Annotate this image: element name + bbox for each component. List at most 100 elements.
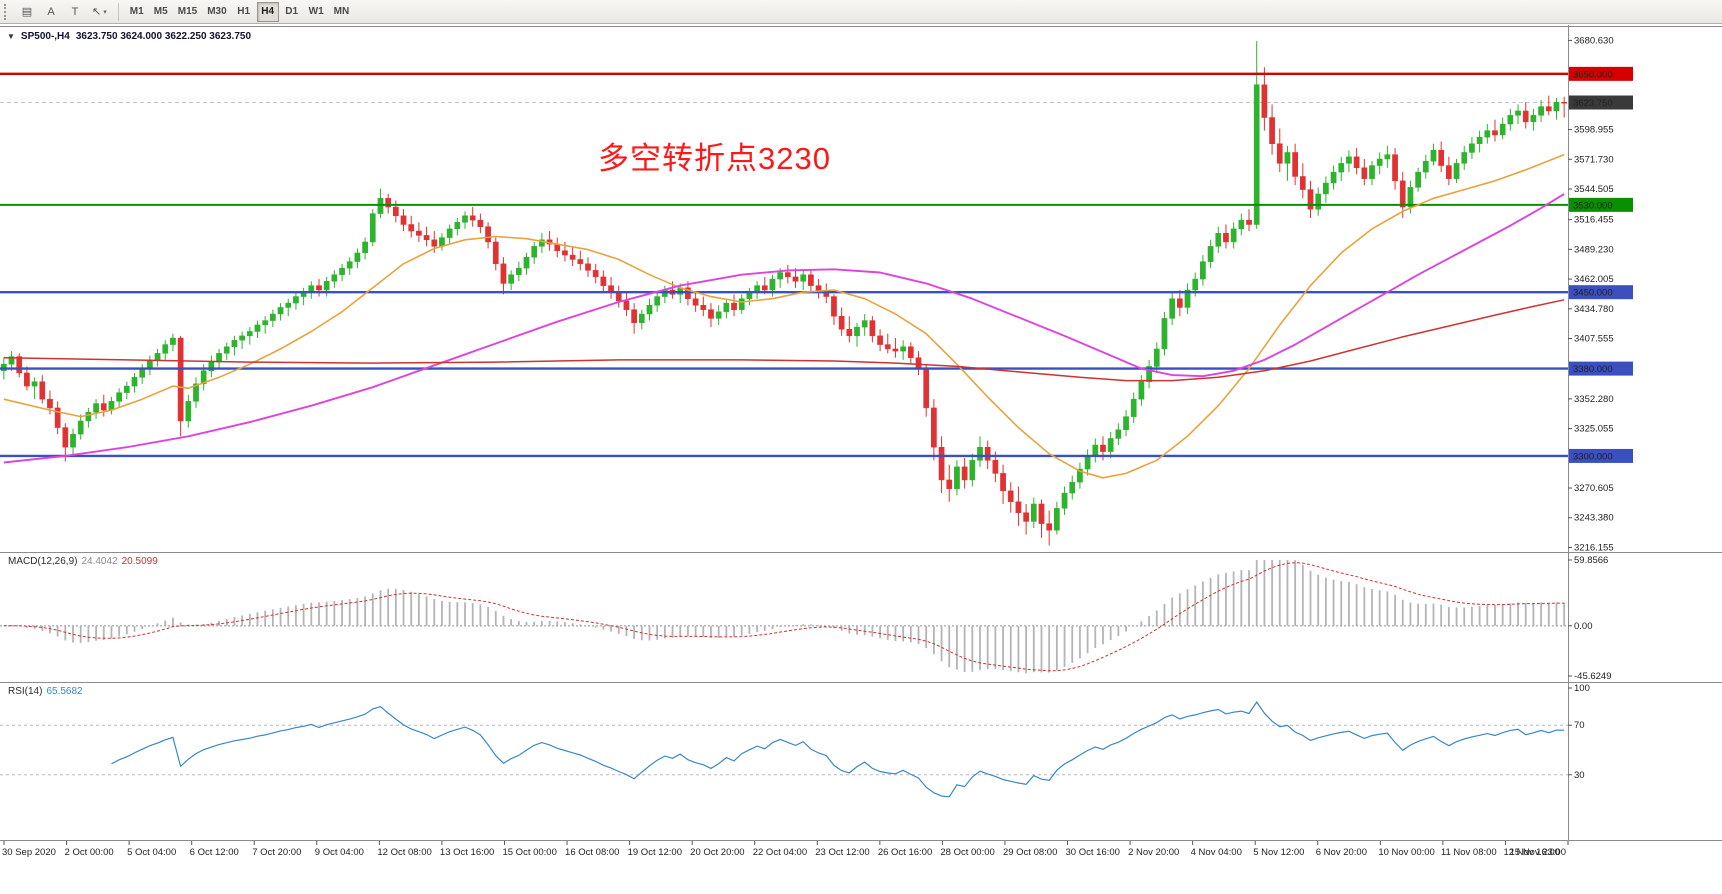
text-tool-icon[interactable]: T — [64, 2, 86, 22]
svg-text:5 Oct 04:00: 5 Oct 04:00 — [127, 847, 176, 858]
toolbar-grip[interactable] — [4, 3, 10, 20]
svg-text:0.00: 0.00 — [1574, 621, 1593, 632]
chevron-down-icon: ▾ — [103, 8, 107, 16]
svg-text:70: 70 — [1574, 720, 1585, 731]
toolbar: ▤ A T ↖ ▾ M1 M5 M15 M30 H1 H4 D1 W1 MN — [0, 0, 1722, 24]
time-scale[interactable]: 30 Sep 2020 2 Oct 00:00 5 Oct 04:00 6 Oct 1… — [2, 841, 1569, 858]
svg-text:26 Oct 16:00: 26 Oct 16:00 — [878, 847, 932, 858]
timeframe-m15[interactable]: M15 — [174, 2, 201, 22]
svg-text:12 Oct 08:00: 12 Oct 08:00 — [377, 847, 431, 858]
timeframe-m5[interactable]: M5 — [150, 2, 172, 22]
annotations-glyph: A — [47, 5, 55, 18]
svg-text:19 Oct 12:00: 19 Oct 12:00 — [628, 847, 682, 858]
svg-text:7 Oct 20:00: 7 Oct 20:00 — [252, 847, 301, 858]
svg-text:3623.750: 3623.750 — [1573, 98, 1613, 109]
svg-text:28 Oct 00:00: 28 Oct 00:00 — [940, 847, 994, 858]
collapse-icon[interactable]: ▼ — [7, 32, 15, 41]
svg-text:3300.000: 3300.000 — [1573, 451, 1613, 462]
timeframe-h4[interactable]: H4 — [256, 1, 279, 22]
svg-text:3571.730: 3571.730 — [1574, 154, 1614, 165]
macd-value: 24.4042 — [81, 556, 118, 567]
ma-slow-red — [3, 299, 1565, 382]
cursor-tool-icon[interactable]: ↖ ▾ — [88, 2, 111, 22]
svg-text:20 Oct 20:00: 20 Oct 20:00 — [690, 847, 744, 858]
toolbar-separator — [117, 2, 119, 21]
rsi-name: RSI(14) — [8, 686, 43, 697]
svg-text:12 Nov 16:00: 12 Nov 16:00 — [1503, 847, 1560, 858]
rsi-indicator-label: RSI(14) 65.5682 — [8, 686, 83, 697]
chart-mode-icon[interactable]: ▤ — [16, 2, 38, 22]
svg-text:-45.6249: -45.6249 — [1574, 671, 1612, 682]
horizontal-lines-layer[interactable] — [0, 72, 1568, 458]
svg-text:3680.630: 3680.630 — [1574, 35, 1614, 46]
svg-text:30: 30 — [1574, 770, 1585, 781]
timeframe-m30[interactable]: M30 — [203, 2, 230, 22]
svg-text:3462.005: 3462.005 — [1574, 274, 1614, 285]
svg-text:3270.605: 3270.605 — [1574, 483, 1614, 494]
macd-indicator-label: MACD(12,26,9) 24.4042 20.5099 — [8, 556, 158, 567]
svg-text:3352.280: 3352.280 — [1574, 394, 1614, 405]
svg-text:3407.555: 3407.555 — [1574, 334, 1614, 345]
macd-signal-line — [3, 562, 1565, 672]
chart-info-line: ▼ SP500-,H4 3623.750 3624.000 3622.250 3… — [7, 31, 251, 42]
chart-mode-glyph: ▤ — [21, 6, 33, 18]
timeframe-w1[interactable]: W1 — [305, 2, 328, 22]
svg-text:23 Oct 12:00: 23 Oct 12:00 — [815, 847, 869, 858]
svg-text:3434.780: 3434.780 — [1574, 304, 1614, 315]
rsi-line — [111, 701, 1565, 798]
svg-text:59.8566: 59.8566 — [1574, 555, 1608, 566]
pane-separators — [0, 25, 1722, 841]
timeframe-m1[interactable]: M1 — [126, 2, 148, 22]
svg-text:100: 100 — [1574, 683, 1590, 694]
ma-mid-magenta — [3, 193, 1565, 464]
cursor-glyph: ↖ — [92, 6, 102, 18]
current-price-badge: 3623.750 — [1569, 95, 1633, 110]
svg-text:13 Oct 16:00: 13 Oct 16:00 — [440, 847, 494, 858]
svg-text:15 Oct 00:00: 15 Oct 00:00 — [502, 847, 556, 858]
svg-text:3216.155: 3216.155 — [1574, 542, 1614, 553]
price-scale[interactable]: 3680.630 3598.955 3571.730 3544.505 3516.455… — [1568, 35, 1633, 781]
svg-text:16 Oct 08:00: 16 Oct 08:00 — [565, 847, 619, 858]
macd-layer — [0, 560, 1568, 674]
svg-text:6 Oct 12:00: 6 Oct 12:00 — [190, 847, 239, 858]
svg-text:29 Oct 08:00: 29 Oct 08:00 — [1003, 847, 1057, 858]
price-badge-3300.000: 3300.000 — [1569, 448, 1633, 463]
svg-text:3325.055: 3325.055 — [1574, 424, 1614, 435]
svg-text:2 Oct 00:00: 2 Oct 00:00 — [65, 847, 114, 858]
moving-averages-layer — [3, 153, 1565, 479]
svg-text:3380.000: 3380.000 — [1573, 364, 1613, 375]
timeframe-d1[interactable]: D1 — [281, 2, 303, 22]
symbol-label: SP500-,H4 — [20, 31, 70, 42]
price-badge-3450.000: 3450.000 — [1569, 285, 1633, 300]
svg-text:4 Nov 04:00: 4 Nov 04:00 — [1191, 847, 1242, 858]
price-badge-3650.000: 3650.000 — [1569, 66, 1633, 81]
svg-text:15 Nov 23:00: 15 Nov 23:00 — [1509, 847, 1566, 858]
timeframe-h1[interactable]: H1 — [233, 2, 255, 22]
svg-text:3516.455: 3516.455 — [1574, 215, 1614, 226]
svg-text:9 Oct 04:00: 9 Oct 04:00 — [315, 847, 364, 858]
svg-text:3650.000: 3650.000 — [1573, 69, 1613, 80]
svg-text:30 Sep 2020: 30 Sep 2020 — [2, 847, 56, 858]
chart-annotation-text[interactable]: 多空转折点3230 — [598, 141, 831, 176]
timeframe-mn[interactable]: MN — [330, 2, 354, 22]
price-badge-3380.000: 3380.000 — [1569, 361, 1633, 376]
svg-text:30 Oct 16:00: 30 Oct 16:00 — [1066, 847, 1120, 858]
svg-text:3243.380: 3243.380 — [1574, 513, 1614, 524]
macd-name: MACD(12,26,9) — [8, 556, 78, 567]
rsi-layer — [0, 701, 1568, 798]
svg-text:3450.000: 3450.000 — [1573, 288, 1613, 299]
svg-text:3598.955: 3598.955 — [1574, 125, 1614, 136]
svg-text:3530.000: 3530.000 — [1573, 200, 1613, 211]
svg-text:3544.505: 3544.505 — [1574, 184, 1614, 195]
svg-text:6 Nov 20:00: 6 Nov 20:00 — [1316, 847, 1367, 858]
rsi-value: 65.5682 — [46, 686, 83, 697]
svg-text:11 Nov 08:00: 11 Nov 08:00 — [1441, 847, 1497, 858]
svg-text:5 Nov 12:00: 5 Nov 12:00 — [1253, 847, 1304, 858]
text-tool-glyph: T — [71, 5, 79, 18]
macd-signal-value: 20.5099 — [121, 556, 158, 567]
annotations-icon[interactable]: A — [40, 2, 62, 22]
svg-text:2 Nov 20:00: 2 Nov 20:00 — [1128, 847, 1179, 858]
svg-text:10 Nov 00:00: 10 Nov 00:00 — [1378, 847, 1435, 858]
svg-text:22 Oct 04:00: 22 Oct 04:00 — [753, 847, 807, 858]
